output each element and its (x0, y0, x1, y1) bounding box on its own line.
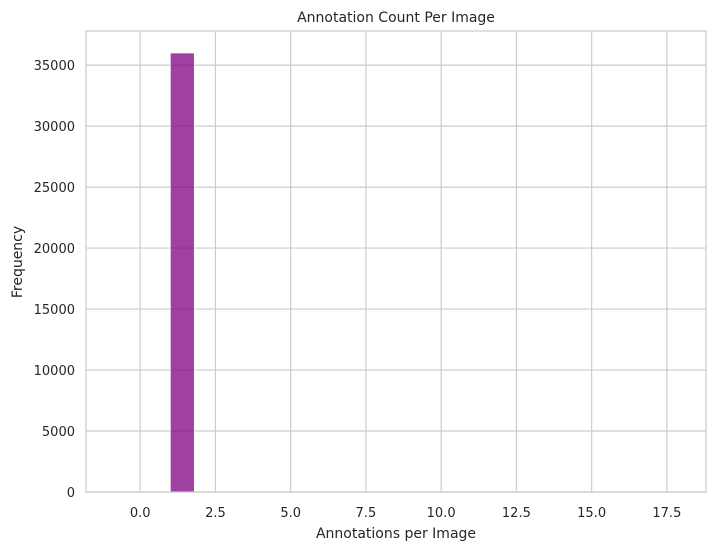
y-tick-label: 30000 (34, 120, 75, 135)
x-tick-label: 12.5 (502, 506, 531, 521)
y-tick-label: 25000 (34, 181, 75, 196)
y-tick-label: 5000 (42, 425, 75, 440)
y-tick-label: 35000 (34, 59, 75, 74)
y-tick-label: 0 (67, 486, 75, 501)
chart-title: Annotation Count Per Image (297, 10, 495, 26)
x-tick-label: 5.0 (280, 506, 301, 521)
x-axis-label: Annotations per Image (316, 526, 476, 542)
x-ticks: 0.0 2.5 5.0 7.5 10.0 12.5 15.0 17.5 (130, 506, 682, 521)
histogram-bar (169, 52, 195, 493)
x-tick-label: 0.0 (130, 506, 151, 521)
y-axis-label: Frequency (10, 226, 26, 298)
x-tick-label: 15.0 (577, 506, 606, 521)
plot-frame (85, 30, 707, 493)
x-tick-label: 2.5 (205, 506, 226, 521)
bars (169, 52, 195, 493)
y-tick-label: 15000 (34, 303, 75, 318)
y-tick-label: 20000 (34, 242, 75, 257)
x-tick-label: 17.5 (652, 506, 681, 521)
y-ticks: 0 5000 10000 15000 20000 25000 30000 35000 (34, 59, 75, 501)
x-tick-label: 7.5 (356, 506, 377, 521)
x-tick-label: 10.0 (427, 506, 456, 521)
y-tick-label: 10000 (34, 364, 75, 379)
